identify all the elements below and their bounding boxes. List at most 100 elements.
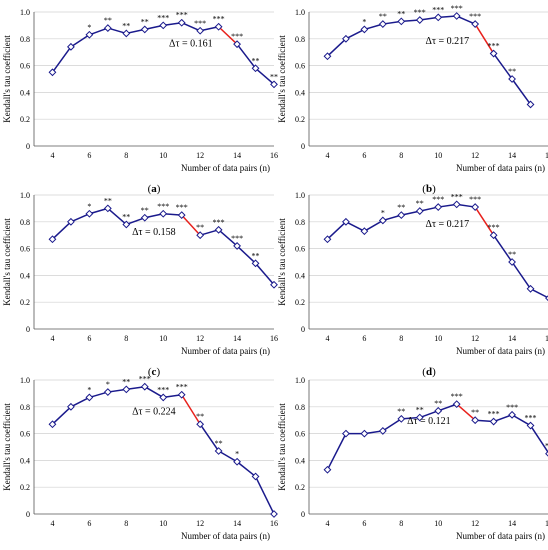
data-point bbox=[342, 429, 350, 438]
y-tick-label: 0.4 bbox=[20, 456, 30, 465]
data-point bbox=[342, 217, 350, 226]
series-segment bbox=[89, 391, 109, 399]
y-tick-label: 0.2 bbox=[20, 298, 30, 307]
data-point bbox=[415, 413, 424, 422]
y-tick-label: 0.6 bbox=[20, 62, 30, 71]
series-segment bbox=[254, 262, 275, 286]
data-point bbox=[526, 421, 535, 430]
x-tick-label: 14 bbox=[233, 334, 241, 343]
significance-label: *** bbox=[176, 383, 188, 392]
x-tick-label: 8 bbox=[124, 151, 128, 160]
series-segment bbox=[70, 34, 90, 48]
y-tick-label: 0.8 bbox=[20, 35, 30, 44]
x-tick-label: 4 bbox=[50, 519, 54, 528]
significance-label: *** bbox=[488, 42, 500, 51]
series-segment bbox=[511, 261, 532, 290]
significance-label: ** bbox=[196, 412, 204, 421]
significance-label: *** bbox=[432, 5, 444, 14]
x-axis-title: Number of data pairs (n) bbox=[181, 163, 270, 173]
x-tick-label: 16 bbox=[270, 151, 278, 160]
data-point bbox=[48, 68, 57, 77]
significance-label: *** bbox=[414, 8, 426, 17]
panel-letter: a bbox=[151, 183, 157, 195]
data-point bbox=[122, 220, 131, 229]
significance-label: *** bbox=[157, 385, 169, 394]
y-tick-label: 0.4 bbox=[20, 271, 30, 280]
data-point bbox=[452, 12, 461, 20]
data-point bbox=[251, 259, 260, 268]
data-point bbox=[452, 200, 461, 209]
series-segment bbox=[51, 221, 72, 240]
data-point bbox=[397, 414, 406, 423]
significance-label: *** bbox=[488, 410, 500, 419]
series-segment bbox=[419, 410, 439, 419]
data-point bbox=[159, 393, 168, 402]
x-tick-label: 6 bbox=[87, 519, 91, 528]
x-tick-label: 4 bbox=[50, 151, 54, 160]
x-tick-label: 10 bbox=[434, 151, 442, 160]
x-axis-title: Number of data pairs (n) bbox=[456, 531, 545, 541]
series-segment bbox=[529, 425, 548, 454]
significance-label: ** bbox=[122, 212, 130, 221]
y-tick-label: 0.2 bbox=[20, 483, 30, 492]
data-point bbox=[159, 21, 168, 30]
x-tick-label: 8 bbox=[399, 151, 403, 160]
series-segment bbox=[107, 27, 127, 35]
x-tick-label: 8 bbox=[124, 334, 128, 343]
y-tick-label: 0.6 bbox=[295, 430, 305, 439]
series-segment bbox=[326, 433, 347, 471]
highlight-segment bbox=[474, 206, 495, 236]
significance-label: *** bbox=[469, 195, 481, 204]
data-point bbox=[508, 410, 516, 419]
x-tick-label: 4 bbox=[325, 519, 329, 528]
delta-tau-annotation: Δτ = 0.217 bbox=[426, 36, 470, 47]
data-point bbox=[196, 420, 205, 429]
x-tick-label: 16 bbox=[545, 151, 548, 160]
series-segment bbox=[511, 78, 532, 105]
significance-label: *** bbox=[432, 195, 444, 204]
highlight-segment bbox=[218, 26, 238, 45]
significance-label: *** bbox=[231, 32, 243, 41]
significance-label: *** bbox=[488, 223, 500, 232]
data-point bbox=[85, 393, 94, 402]
series-segment bbox=[255, 67, 275, 85]
y-tick-label: 0 bbox=[26, 510, 30, 519]
data-point bbox=[545, 450, 548, 457]
data-point bbox=[323, 52, 332, 61]
x-tick-label: 12 bbox=[471, 519, 479, 528]
data-point bbox=[508, 75, 516, 83]
y-tick-label: 0.8 bbox=[20, 218, 30, 227]
data-point bbox=[196, 231, 205, 240]
data-point bbox=[360, 429, 369, 438]
y-tick-label: 1.0 bbox=[20, 8, 30, 17]
x-tick-label: 4 bbox=[325, 151, 329, 160]
data-point bbox=[48, 235, 57, 244]
delta-tau-annotation: Δτ = 0.161 bbox=[169, 39, 213, 50]
significance-label: *** bbox=[506, 403, 518, 412]
panel-label: (a) bbox=[148, 183, 161, 195]
series-segment bbox=[218, 229, 238, 247]
significance-label: *** bbox=[194, 19, 206, 28]
significance-label: ** bbox=[141, 206, 149, 215]
panel-label: (b) bbox=[422, 183, 436, 195]
significance-label: ** bbox=[397, 407, 405, 416]
series-segment bbox=[364, 219, 384, 232]
data-point bbox=[214, 22, 223, 31]
series-segment bbox=[511, 414, 531, 427]
significance-label: ** bbox=[545, 442, 548, 451]
highlight-segment bbox=[181, 214, 201, 236]
data-point bbox=[526, 100, 535, 109]
series-segment bbox=[181, 22, 201, 32]
series-segment bbox=[493, 53, 513, 80]
data-point bbox=[270, 280, 278, 289]
series-segment bbox=[107, 207, 127, 226]
significance-label: ** bbox=[252, 56, 260, 65]
x-tick-label: 16 bbox=[270, 519, 278, 528]
data-point bbox=[67, 217, 75, 226]
highlight-segment bbox=[456, 403, 476, 421]
significance-label: ** bbox=[104, 196, 112, 205]
